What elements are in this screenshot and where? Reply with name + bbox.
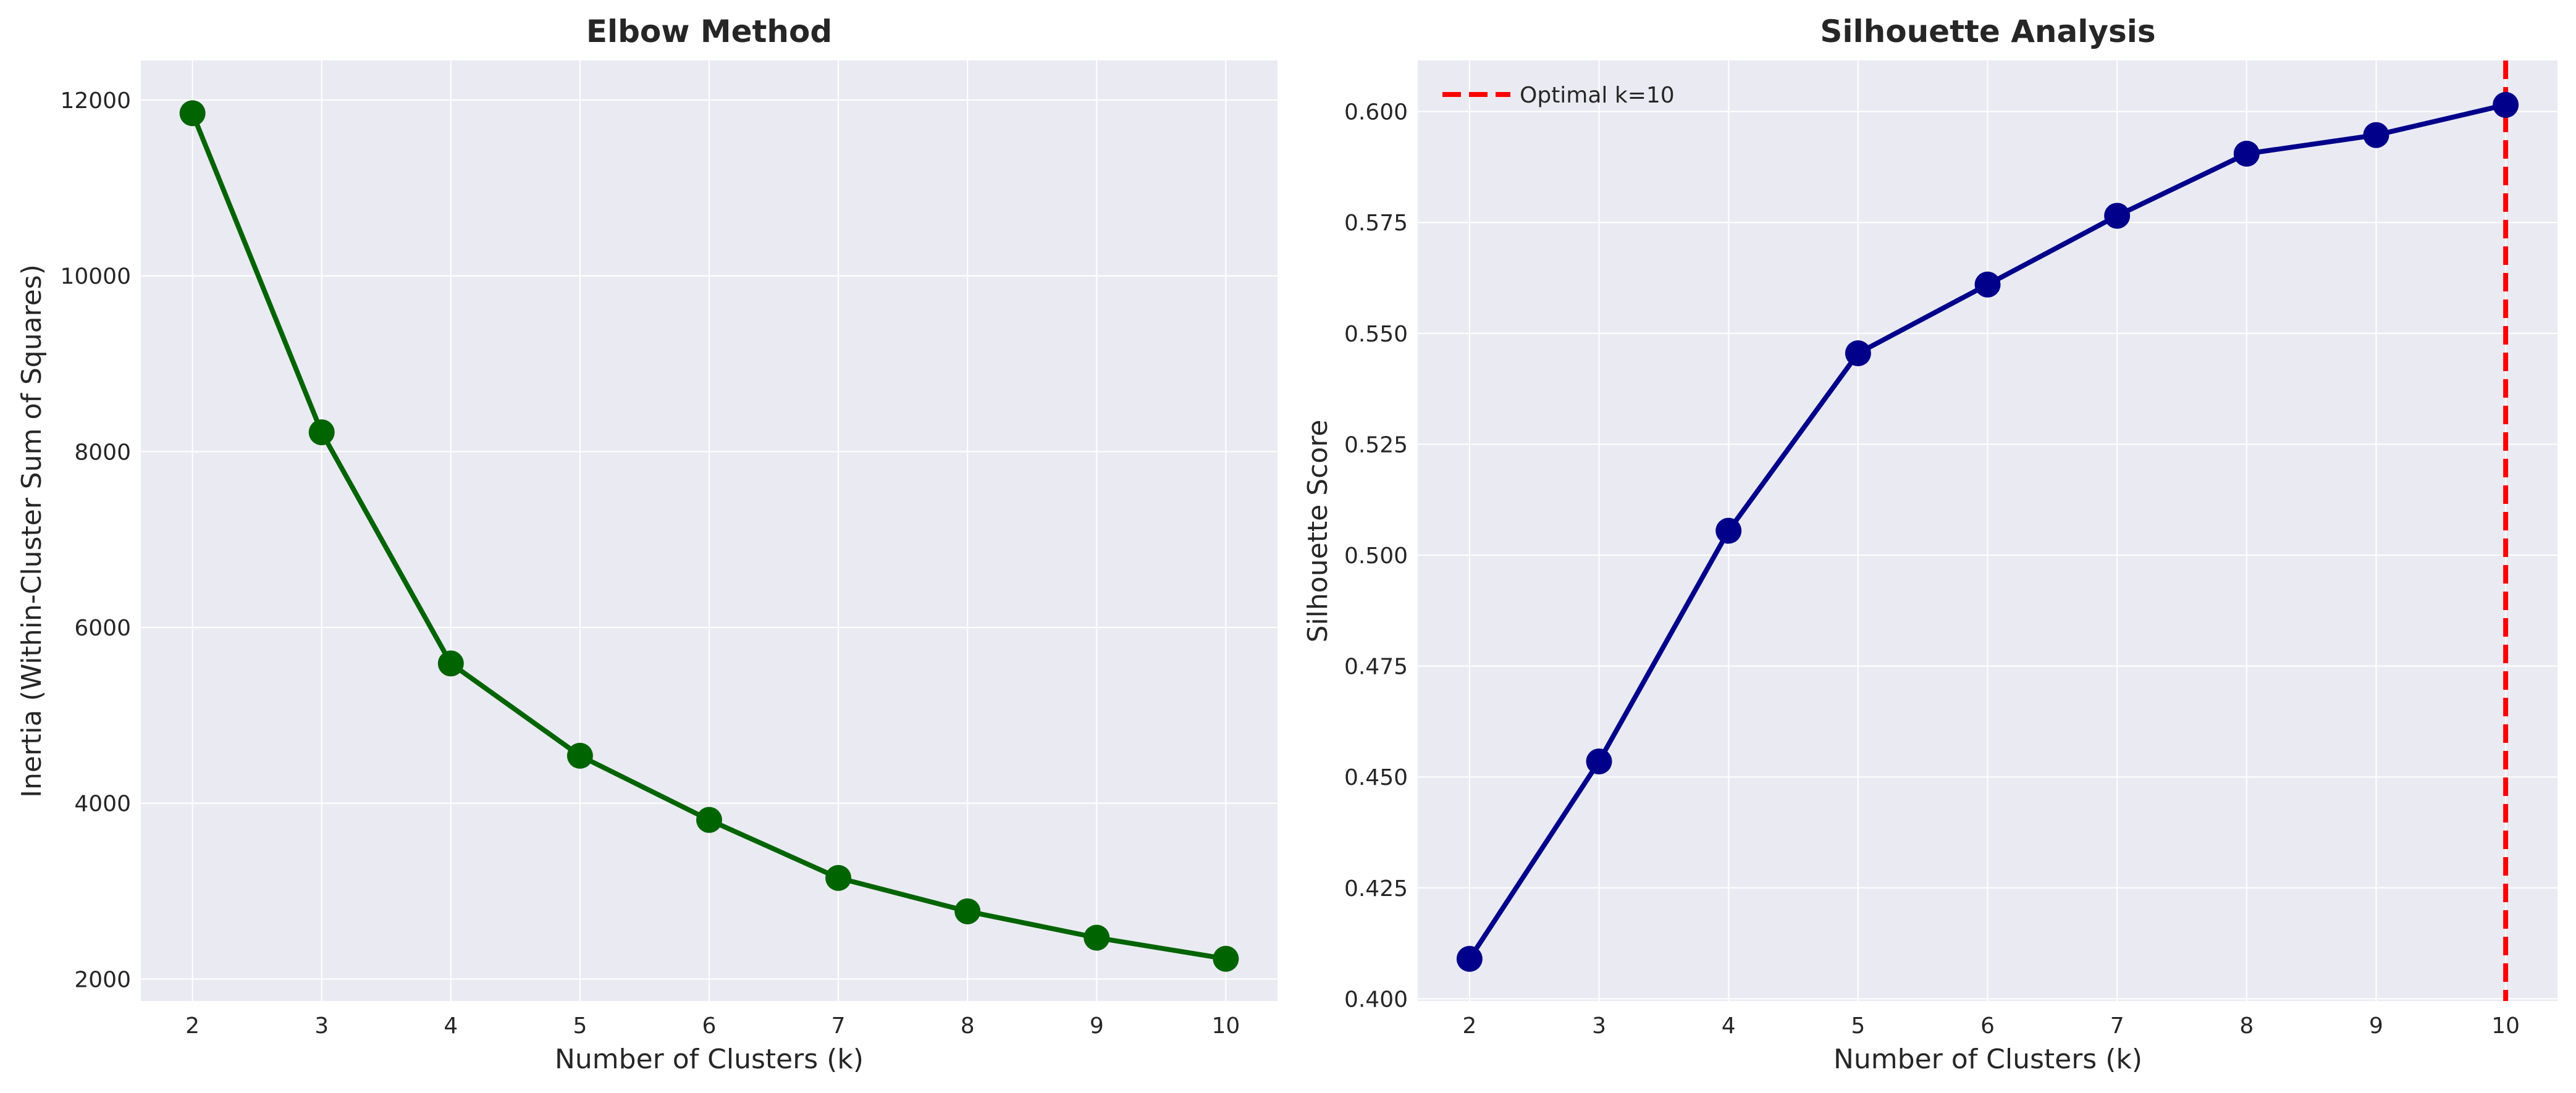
silhouette-x-tick-label: 3 — [1592, 1013, 1606, 1039]
silhouette-legend: Optimal k=10 — [1442, 83, 1675, 108]
silhouette-data-point — [1974, 271, 2001, 298]
elbow-y-tick-label: 6000 — [74, 616, 131, 641]
elbow-data-point — [179, 100, 206, 127]
silhouette-y-tick-label: 0.575 — [1344, 211, 1408, 236]
silhouette-data-point — [2104, 203, 2131, 229]
silhouette-data-point — [2493, 91, 2519, 118]
silhouette-y-tick-label: 0.550 — [1344, 322, 1408, 347]
silhouette-y-tick-label: 0.525 — [1344, 432, 1408, 458]
silhouette-x-tick-label: 6 — [1980, 1013, 1995, 1039]
silhouette-x-tick-label: 10 — [2491, 1013, 2520, 1039]
elbow-y-tick-label: 12000 — [60, 88, 131, 114]
silhouette-x-tick-label: 4 — [1722, 1013, 1736, 1039]
elbow-data-point — [696, 806, 722, 833]
elbow-data-point — [308, 419, 335, 446]
elbow-y-tick-label: 10000 — [60, 264, 131, 290]
silhouette-data-point — [2363, 122, 2389, 148]
silhouette-data-point — [1586, 748, 1612, 775]
elbow-data-point — [954, 898, 981, 924]
elbow-y-axis-label: Inertia (Within-Cluster Sum of Squares) — [16, 264, 48, 798]
elbow-data-point — [1084, 924, 1110, 951]
silhouette-data-point — [1456, 945, 1483, 972]
silhouette-y-tick-label: 0.600 — [1344, 100, 1408, 125]
elbow-y-tick-label: 2000 — [74, 967, 131, 992]
elbow-x-tick-label: 5 — [573, 1013, 587, 1039]
silhouette-x-tick-label: 5 — [1851, 1013, 1865, 1039]
elbow-x-tick-label: 7 — [831, 1013, 846, 1039]
silhouette-y-tick-label: 0.450 — [1344, 765, 1408, 790]
elbow-x-tick-label: 2 — [185, 1013, 200, 1039]
elbow-x-tick-label: 8 — [961, 1013, 975, 1039]
elbow-data-point — [825, 865, 852, 891]
silhouette-chart-title: Silhouette Analysis — [1820, 14, 2155, 49]
silhouette-data-point — [1845, 340, 1871, 367]
elbow-x-tick-label: 9 — [1090, 1013, 1104, 1039]
silhouette-y-axis-label: Silhouette Score — [1302, 420, 1334, 643]
silhouette-x-tick-label: 2 — [1462, 1013, 1476, 1039]
elbow-y-tick-label: 8000 — [74, 440, 131, 465]
silhouette-x-tick-label: 7 — [2110, 1013, 2124, 1039]
elbow-x-tick-label: 3 — [314, 1013, 329, 1039]
elbow-x-tick-label: 4 — [444, 1013, 458, 1039]
silhouette-y-tick-label: 0.500 — [1344, 543, 1408, 569]
elbow-data-point — [566, 742, 593, 769]
silhouette-x-tick-label: 9 — [2369, 1013, 2383, 1039]
silhouette-x-tick-label: 8 — [2239, 1013, 2254, 1039]
silhouette-series-layer — [1456, 91, 2519, 972]
elbow-x-tick-label: 10 — [1211, 1013, 1240, 1039]
silhouette-x-axis-label: Number of Clusters (k) — [1833, 1044, 2142, 1075]
elbow-data-point — [1213, 945, 1239, 972]
silhouette-y-tick-label: 0.400 — [1344, 987, 1408, 1012]
elbow-data-point — [437, 650, 464, 677]
silhouette-tick-labels: 2 3 4 5 6 7 8 9 10 0.400 0.425 0.450 0.475 0.500 0.525… — [1344, 100, 2520, 1039]
elbow-x-tick-label: 6 — [702, 1013, 717, 1039]
elbow-y-tick-label: 4000 — [74, 792, 131, 817]
elbow-chart-title: Elbow Method — [586, 14, 832, 49]
elbow-method-panel: 2 3 4 5 6 7 8 9 10 2000 4000 6000 8000 10000 12000 Elb… — [16, 14, 1277, 1075]
silhouette-data-point — [1715, 517, 1742, 544]
silhouette-y-tick-label: 0.475 — [1344, 655, 1408, 680]
silhouette-legend-label: Optimal k=10 — [1520, 83, 1675, 108]
silhouette-analysis-panel: 2 3 4 5 6 7 8 9 10 0.400 0.425 0.450 0.475 0.500 0.525… — [1302, 14, 2557, 1075]
elbow-tick-labels: 2 3 4 5 6 7 8 9 10 2000 4000 6000 8000 10000 12000 — [60, 88, 1240, 1039]
elbow-x-axis-label: Number of Clusters (k) — [555, 1044, 864, 1075]
silhouette-data-point — [2233, 140, 2260, 167]
elbow-series-layer — [179, 100, 1239, 972]
silhouette-y-tick-label: 0.425 — [1344, 876, 1408, 902]
